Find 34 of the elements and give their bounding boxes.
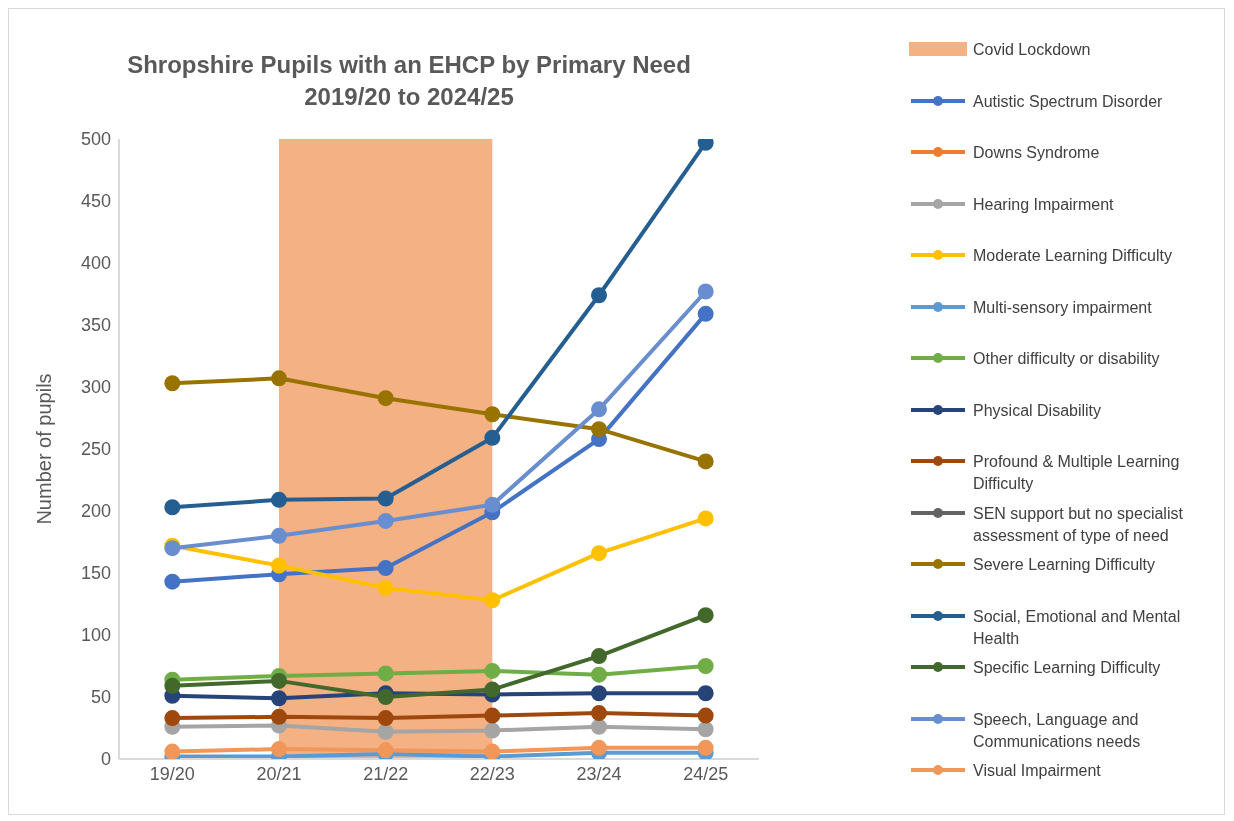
y-tick-label: 500 (80, 129, 111, 150)
y-tick-label: 50 (90, 687, 111, 708)
y-tick-label: 450 (80, 191, 111, 212)
legend-label: Downs Syndrome (973, 143, 1100, 163)
y-tick-label: 200 (80, 501, 111, 522)
chart-title: Shropshire Pupils with an EHCP by Primary Need 2019/20 to 2024/25 (126, 50, 692, 112)
y-tick-label: 250 (80, 439, 111, 460)
legend-label: Hearing Impairment (973, 194, 1114, 215)
y-axis-title: Number of pupils (33, 373, 56, 525)
x-tick-label: 23/24 (576, 763, 622, 784)
legend-label: Covid Lockdown (973, 40, 1091, 60)
legend-label: Visual Impairment (973, 761, 1101, 781)
x-tick-label: 22/23 (469, 763, 515, 784)
y-tick-label: 100 (80, 625, 111, 646)
x-tick-label: 24/25 (683, 763, 729, 784)
y-tick-label: 350 (80, 315, 111, 336)
legend-label: Physical Disability (973, 400, 1102, 421)
legend-label: Moderate Learning Difficulty (973, 246, 1172, 266)
legend-label: Severe Learning Difficulty (973, 555, 1156, 575)
legend-label: Autistic Spectrum Disorder (973, 91, 1163, 112)
y-tick-label: 300 (80, 377, 111, 398)
y-tick-label: 400 (80, 253, 111, 274)
y-tick-label: 150 (80, 563, 111, 584)
legend-label: Social, Emotional and Mental Health (973, 606, 1182, 649)
legend-label: Profound & Multiple Learning Difficulty (973, 452, 1181, 494)
y-tick-label: 0 (100, 749, 111, 770)
x-tick-label: 21/22 (363, 763, 409, 784)
legend-label: Other difficulty or disability (973, 349, 1160, 369)
legend-label: Speech, Language and Communications needs (973, 709, 1142, 752)
x-tick-label: 19/20 (149, 763, 195, 784)
legend-label: Multi-sensory impairment (973, 297, 1152, 318)
x-tick-label: 20/21 (256, 763, 302, 784)
legend-label: SEN support but no specialist assessment of type of need (973, 503, 1184, 546)
legend-label: Specific Learning Difficulty (973, 658, 1161, 678)
